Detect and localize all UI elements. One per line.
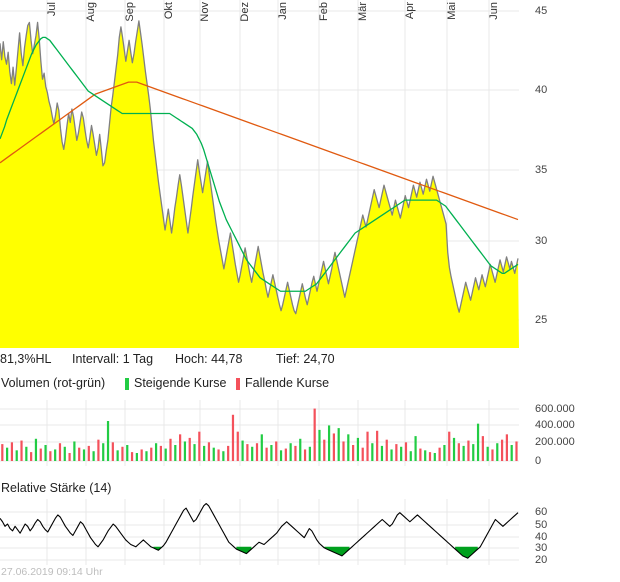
- month-tick-aug: Aug: [85, 2, 97, 22]
- volume-y-tick: 200.000: [535, 436, 575, 448]
- month-tick-apr: Apr: [404, 2, 416, 20]
- volume-down-label: Fallende Kurse: [245, 376, 330, 390]
- rsi-chart-panel[interactable]: 60 50 40 30 20: [0, 499, 620, 566]
- month-tick-jul: Jul: [46, 2, 58, 17]
- rsi-svg: [0, 499, 519, 565]
- price-y-tick: 30: [535, 235, 548, 247]
- rsi-y-tick: 60: [535, 506, 548, 518]
- month-tick-feb: Feb: [318, 2, 330, 21]
- price-y-tick: 40: [535, 84, 548, 96]
- price-y-axis: 45 40 35 30 25: [519, 0, 620, 348]
- timestamp-label: 27.06.2019 09:14 Uhr: [1, 566, 103, 578]
- volume-down-swatch-icon: [236, 378, 240, 390]
- rsi-legend: Relative Stärke (14): [0, 481, 620, 499]
- volume-y-axis: 600.000 400.000 200.000 0: [519, 400, 620, 467]
- month-tick-nov: Nov: [199, 2, 211, 22]
- volume-legend-title: Volumen (rot-grün): [1, 376, 106, 390]
- rsi-y-tick: 20: [535, 554, 548, 566]
- month-tick-jun: Jun: [488, 2, 500, 20]
- info-item-2: Hoch: 44,78: [175, 352, 243, 366]
- volume-chart-panel[interactable]: 600.000 400.000 200.000 0: [0, 400, 620, 467]
- price-chart-panel[interactable]: 45 40 35 30 25 Jul Aug Sep Okt Nov Dez Jan Feb Mär Ap…: [0, 0, 620, 348]
- volume-up-label: Steigende Kurse: [134, 376, 227, 390]
- rsi-legend-title: Relative Stärke (14): [1, 481, 112, 495]
- volume-y-tick: 0: [535, 455, 542, 467]
- price-y-tick: 25: [535, 314, 548, 326]
- rsi-y-tick: 40: [535, 531, 548, 543]
- rsi-plot-area[interactable]: [0, 499, 519, 565]
- info-item-1: Intervall: 1 Tag: [72, 352, 154, 366]
- info-item-0: 81,3%HL: [0, 352, 52, 366]
- volume-up-swatch-icon: [125, 378, 129, 390]
- rsi-y-tick: 30: [535, 542, 548, 554]
- volume-plot-area[interactable]: [0, 400, 519, 466]
- volume-svg: [0, 400, 519, 466]
- volume-legend: Volumen (rot-grün) Steigende Kurse Falle…: [0, 376, 620, 396]
- month-tick-mai: Mai: [446, 2, 458, 20]
- price-y-tick: 35: [535, 164, 548, 176]
- month-tick-sep: Sep: [124, 2, 136, 22]
- volume-y-tick: 400.000: [535, 419, 575, 431]
- footer: 27.06.2019 09:14 Uhr: [0, 566, 620, 582]
- month-tick-dez: Dez: [239, 2, 251, 22]
- month-tick-mär: Mär: [357, 2, 369, 21]
- info-item-3: Tief: 24,70: [276, 352, 335, 366]
- rsi-y-axis: 60 50 40 30 20: [519, 499, 620, 566]
- chart-info-row: 81,3%HL Intervall: 1 Tag Hoch: 44,78 Tief: …: [0, 351, 620, 373]
- price-y-tick: 45: [535, 5, 548, 17]
- price-svg: [0, 0, 519, 348]
- price-plot-area[interactable]: [0, 0, 519, 348]
- month-tick-okt: Okt: [163, 2, 175, 20]
- month-tick-jan: Jan: [277, 2, 289, 20]
- rsi-y-tick: 50: [535, 519, 548, 531]
- volume-y-tick: 600.000: [535, 403, 575, 415]
